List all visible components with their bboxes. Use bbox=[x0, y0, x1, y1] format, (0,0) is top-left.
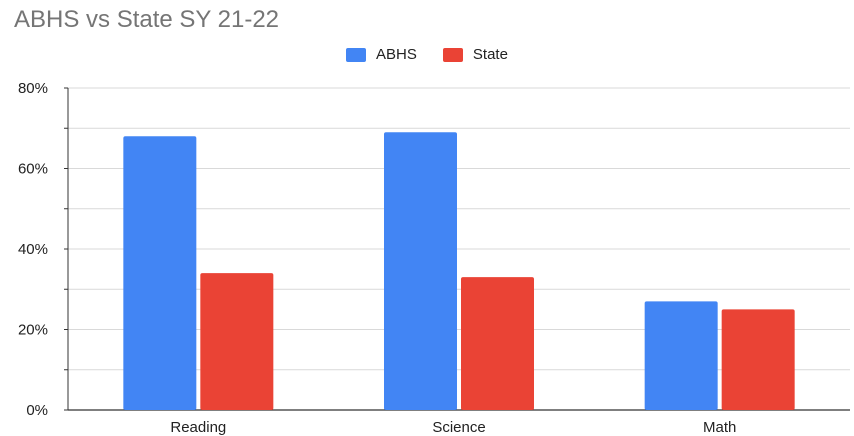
bar-abhs-reading bbox=[123, 136, 197, 411]
y-tick-label: 40% bbox=[18, 241, 48, 258]
bar-abhs-science bbox=[384, 132, 457, 410]
legend-item-abhs: ABHS bbox=[346, 46, 417, 63]
chart-title: ABHS vs State SY 21-22 bbox=[14, 6, 280, 33]
y-tick-label: 60% bbox=[18, 161, 48, 178]
bar-state-reading bbox=[200, 273, 274, 410]
x-tick-label: Math bbox=[703, 419, 736, 436]
legend-label-abhs: ABHS bbox=[376, 46, 417, 63]
bar-state-science bbox=[461, 277, 534, 410]
x-tick-label: Science bbox=[432, 419, 485, 436]
bar-state-math bbox=[721, 309, 795, 410]
y-tick-label: 20% bbox=[18, 322, 48, 339]
legend-swatch-state bbox=[442, 47, 463, 62]
legend-item-state: State bbox=[442, 46, 508, 63]
legend-swatch-abhs bbox=[346, 47, 367, 62]
x-tick-label: Reading bbox=[170, 419, 226, 436]
chart-legend: ABHS State bbox=[0, 46, 854, 63]
bar-abhs-math bbox=[644, 301, 718, 410]
legend-label-state: State bbox=[472, 46, 508, 63]
y-tick-label: 0% bbox=[26, 402, 48, 419]
y-tick-label: 80% bbox=[18, 80, 48, 97]
